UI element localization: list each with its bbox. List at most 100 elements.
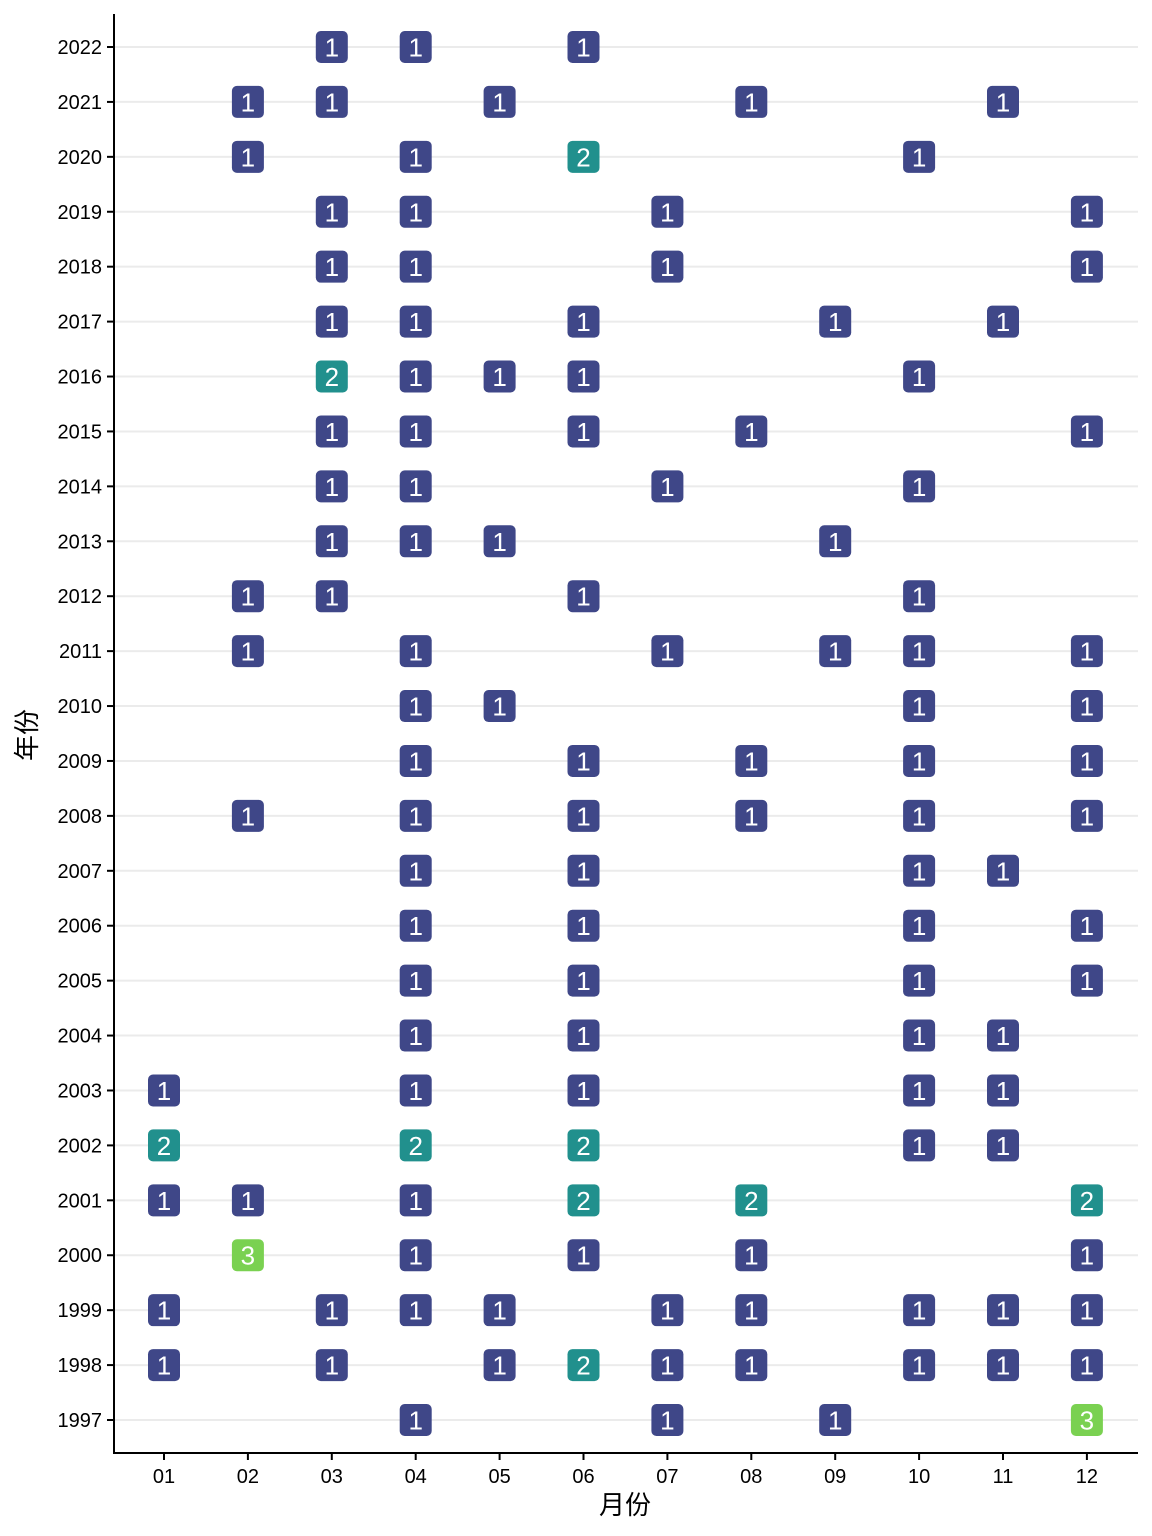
cell-box-2006-04	[399, 909, 432, 942]
heatmap-cell: 1	[315, 525, 348, 558]
cell-value-label: 1	[241, 801, 255, 831]
cell-value-label: 1	[408, 307, 422, 337]
cell-box-1997-09	[819, 1404, 852, 1436]
cell-box-1998-08	[735, 1349, 768, 1382]
heatmap-cell: 1	[903, 1294, 936, 1327]
heatmap-cell: 2	[1070, 1184, 1103, 1217]
cell-box-1998-10	[903, 1349, 936, 1382]
cell-value-label: 1	[660, 1351, 674, 1381]
heatmap-cell: 1	[735, 744, 768, 777]
cell-value-label: 1	[325, 417, 339, 447]
heatmap-cell: 1	[651, 250, 684, 283]
cell-value-label: 1	[912, 801, 926, 831]
y-tick-label: 2016	[58, 367, 103, 389]
cell-value-label: 1	[996, 1021, 1010, 1051]
cell-value-label: 1	[996, 1351, 1010, 1381]
cell-box-2000-06	[567, 1239, 600, 1272]
heatmap-cell: 1	[315, 31, 348, 63]
cell-value-label: 1	[325, 582, 339, 612]
cell-box-2017-03	[315, 305, 348, 338]
cell-box-2019-12	[1070, 195, 1103, 228]
cell-box-1999-12	[1070, 1294, 1103, 1327]
cell-value-label: 1	[576, 1021, 590, 1051]
cell-value-label: 1	[912, 142, 926, 172]
cell-value-label: 1	[912, 362, 926, 392]
cell-value-label: 1	[408, 637, 422, 667]
axes	[113, 14, 1138, 1454]
y-tick-label: 2002	[58, 1135, 103, 1157]
cell-box-1998-01	[148, 1349, 180, 1382]
cell-value-label: 1	[660, 1296, 674, 1326]
heatmap-cell: 1	[399, 250, 432, 283]
heatmap-cell: 1	[567, 909, 600, 942]
cell-value-label: 1	[408, 801, 422, 831]
heatmap-cell: 1	[735, 415, 768, 448]
heatmap-cell: 1	[399, 1294, 432, 1327]
cell-box-2002-04	[399, 1129, 432, 1162]
y-tick-label: 2009	[58, 751, 103, 773]
x-tick-label: 06	[572, 1466, 594, 1488]
heatmap-cell: 2	[315, 360, 348, 393]
cell-box-2021-03	[315, 85, 348, 118]
heatmap-cell: 1	[735, 1294, 768, 1327]
heatmap-cell: 1	[903, 1129, 936, 1162]
cell-box-2005-04	[399, 964, 432, 997]
cell-value-label: 1	[408, 527, 422, 557]
cell-box-1999-10	[903, 1294, 936, 1327]
cell-value-label: 1	[157, 1076, 171, 1106]
cell-value-label: 1	[492, 692, 506, 722]
cell-box-2011-02	[231, 635, 264, 668]
cell-box-2008-10	[903, 799, 936, 832]
cell-box-2006-12	[1070, 909, 1103, 942]
cell-box-1997-07	[651, 1404, 684, 1436]
cell-box-2001-02	[231, 1184, 264, 1217]
cell-value-label: 1	[660, 637, 674, 667]
cell-value-label: 1	[408, 746, 422, 776]
cell-value-label: 3	[241, 1241, 255, 1271]
heatmap-cell: 1	[315, 1349, 348, 1382]
heatmap-cell: 1	[399, 1184, 432, 1217]
y-tick-label: 1999	[58, 1300, 103, 1322]
cell-value-label: 1	[912, 1021, 926, 1051]
y-tick-label: 2003	[58, 1080, 103, 1102]
heatmap-cell: 1	[987, 1074, 1019, 1107]
cell-value-label: 1	[828, 307, 842, 337]
cell-value-label: 1	[408, 197, 422, 227]
cell-box-2009-04	[399, 744, 432, 777]
heatmap-cell: 1	[651, 1349, 684, 1382]
cell-value-label: 1	[828, 527, 842, 557]
cell-value-label: 1	[744, 1296, 758, 1326]
cell-box-2018-07	[651, 250, 684, 283]
cell-value-label: 1	[996, 1076, 1010, 1106]
y-tick-label: 2022	[58, 37, 103, 59]
cell-box-1998-07	[651, 1349, 684, 1382]
heatmap-cell: 1	[315, 415, 348, 448]
cell-box-1999-11	[987, 1294, 1019, 1327]
cell-box-1999-04	[399, 1294, 432, 1327]
cell-box-2007-10	[903, 854, 936, 887]
cell-value-label: 1	[241, 142, 255, 172]
x-tick-label: 04	[405, 1466, 427, 1488]
cell-value-label: 1	[576, 746, 590, 776]
heatmap-cell: 2	[567, 1129, 600, 1162]
cell-value-label: 2	[408, 1131, 422, 1161]
heatmap-cell: 1	[567, 799, 600, 832]
cell-box-2015-08	[735, 415, 768, 448]
cell-value-label: 1	[492, 1351, 506, 1381]
cell-box-2018-12	[1070, 250, 1103, 283]
cell-value-label: 1	[325, 1296, 339, 1326]
cell-value-label: 1	[912, 1131, 926, 1161]
y-tick-label: 2004	[58, 1026, 103, 1048]
heatmap-cell: 1	[315, 305, 348, 338]
cell-value-label: 1	[492, 1296, 506, 1326]
heatmap-cell: 1	[399, 635, 432, 668]
cell-box-2021-11	[987, 85, 1019, 118]
cell-box-2015-06	[567, 415, 600, 448]
heatmap-cell: 1	[1070, 195, 1103, 228]
heatmap-cell: 1	[315, 195, 348, 228]
cell-box-2014-03	[315, 470, 348, 503]
cell-box-1999-07	[651, 1294, 684, 1327]
heatmap-cell: 1	[987, 85, 1019, 118]
cell-box-2022-04	[399, 31, 432, 63]
heatmap-cell: 3	[1070, 1404, 1103, 1436]
